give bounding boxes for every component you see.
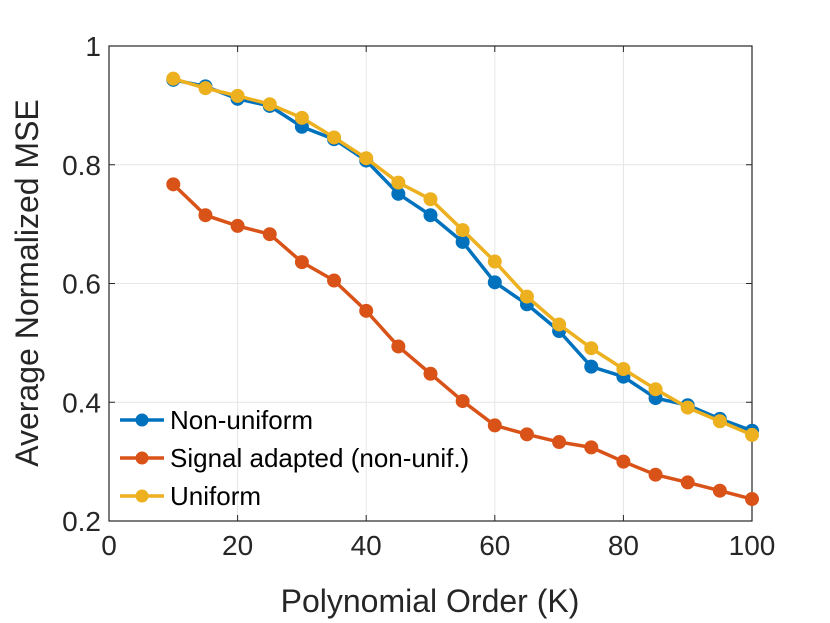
x-tick-label: 20 [222,530,253,561]
data-point [327,130,342,145]
series-line [172,78,753,433]
data-point [359,303,374,318]
legend-label: Non-uniform [170,405,313,435]
data-point [584,440,599,455]
legend-item: Uniform [120,481,261,511]
legend-label: Uniform [170,481,261,511]
data-point [584,341,599,356]
legend-swatch-marker [135,451,149,465]
legend: Non-uniform Signal adapted (non-unif.) Uni… [120,405,469,511]
data-point [198,208,213,223]
x-tick-label: 60 [479,530,510,561]
data-point [294,255,309,270]
data-point [166,177,181,192]
data-point [648,382,663,397]
data-point [552,435,567,450]
data-point [680,475,695,490]
legend-item: Signal adapted (non-unif.) [120,443,469,473]
data-point [423,366,438,381]
data-point [584,359,599,374]
data-point [455,394,470,409]
data-point [230,218,245,233]
data-point [230,88,245,103]
data-point [616,454,631,469]
data-point [327,273,342,288]
y-axis-title: Average Normalized MSE [9,99,45,467]
data-point [423,208,438,223]
series-1 [166,72,759,438]
data-point [455,234,470,249]
data-point [391,175,406,190]
tick-labels: 0 20 40 60 80 100 0.2 0.4 0.6 0.8 1 [62,31,775,561]
data-point [680,400,695,415]
data-point [745,427,759,442]
data-point [712,483,727,498]
data-point [166,71,181,86]
axes [108,45,753,522]
x-tick-label: 80 [608,530,639,561]
x-tick-label: 40 [351,530,382,561]
data-point [487,418,502,433]
data-point [745,492,759,507]
data-point [294,110,309,125]
legend-item: Non-uniform [120,405,313,435]
y-tick-label: 0.8 [62,150,101,181]
legend-swatch-marker [135,413,149,427]
series-line [172,76,753,437]
legend-label: Signal adapted (non-unif.) [170,443,469,473]
data-point [616,362,631,376]
series-3 [166,71,759,442]
data-point [455,223,470,238]
data-point [423,192,438,207]
y-tick-label: 0.4 [62,387,101,418]
y-tick-label: 0.6 [62,269,101,300]
data-point [552,317,567,332]
data-point [648,467,663,482]
data-point [519,289,534,304]
data-point [712,414,727,429]
legend-swatch-marker [135,489,149,503]
data-point [198,81,213,96]
data-point [519,427,534,442]
x-tick-label: 100 [729,530,776,561]
data-point [359,151,374,166]
x-tick-label: 0 [101,530,117,561]
data-point [487,254,502,269]
y-tick-label: 1 [85,31,101,62]
data-point [262,97,277,112]
series [166,71,759,507]
y-tick-label: 0.2 [62,506,101,537]
x-axis-title: Polynomial Order (K) [281,583,580,619]
data-point [487,275,502,290]
series-2 [166,177,759,507]
data-point [262,227,277,242]
data-point [391,339,406,354]
